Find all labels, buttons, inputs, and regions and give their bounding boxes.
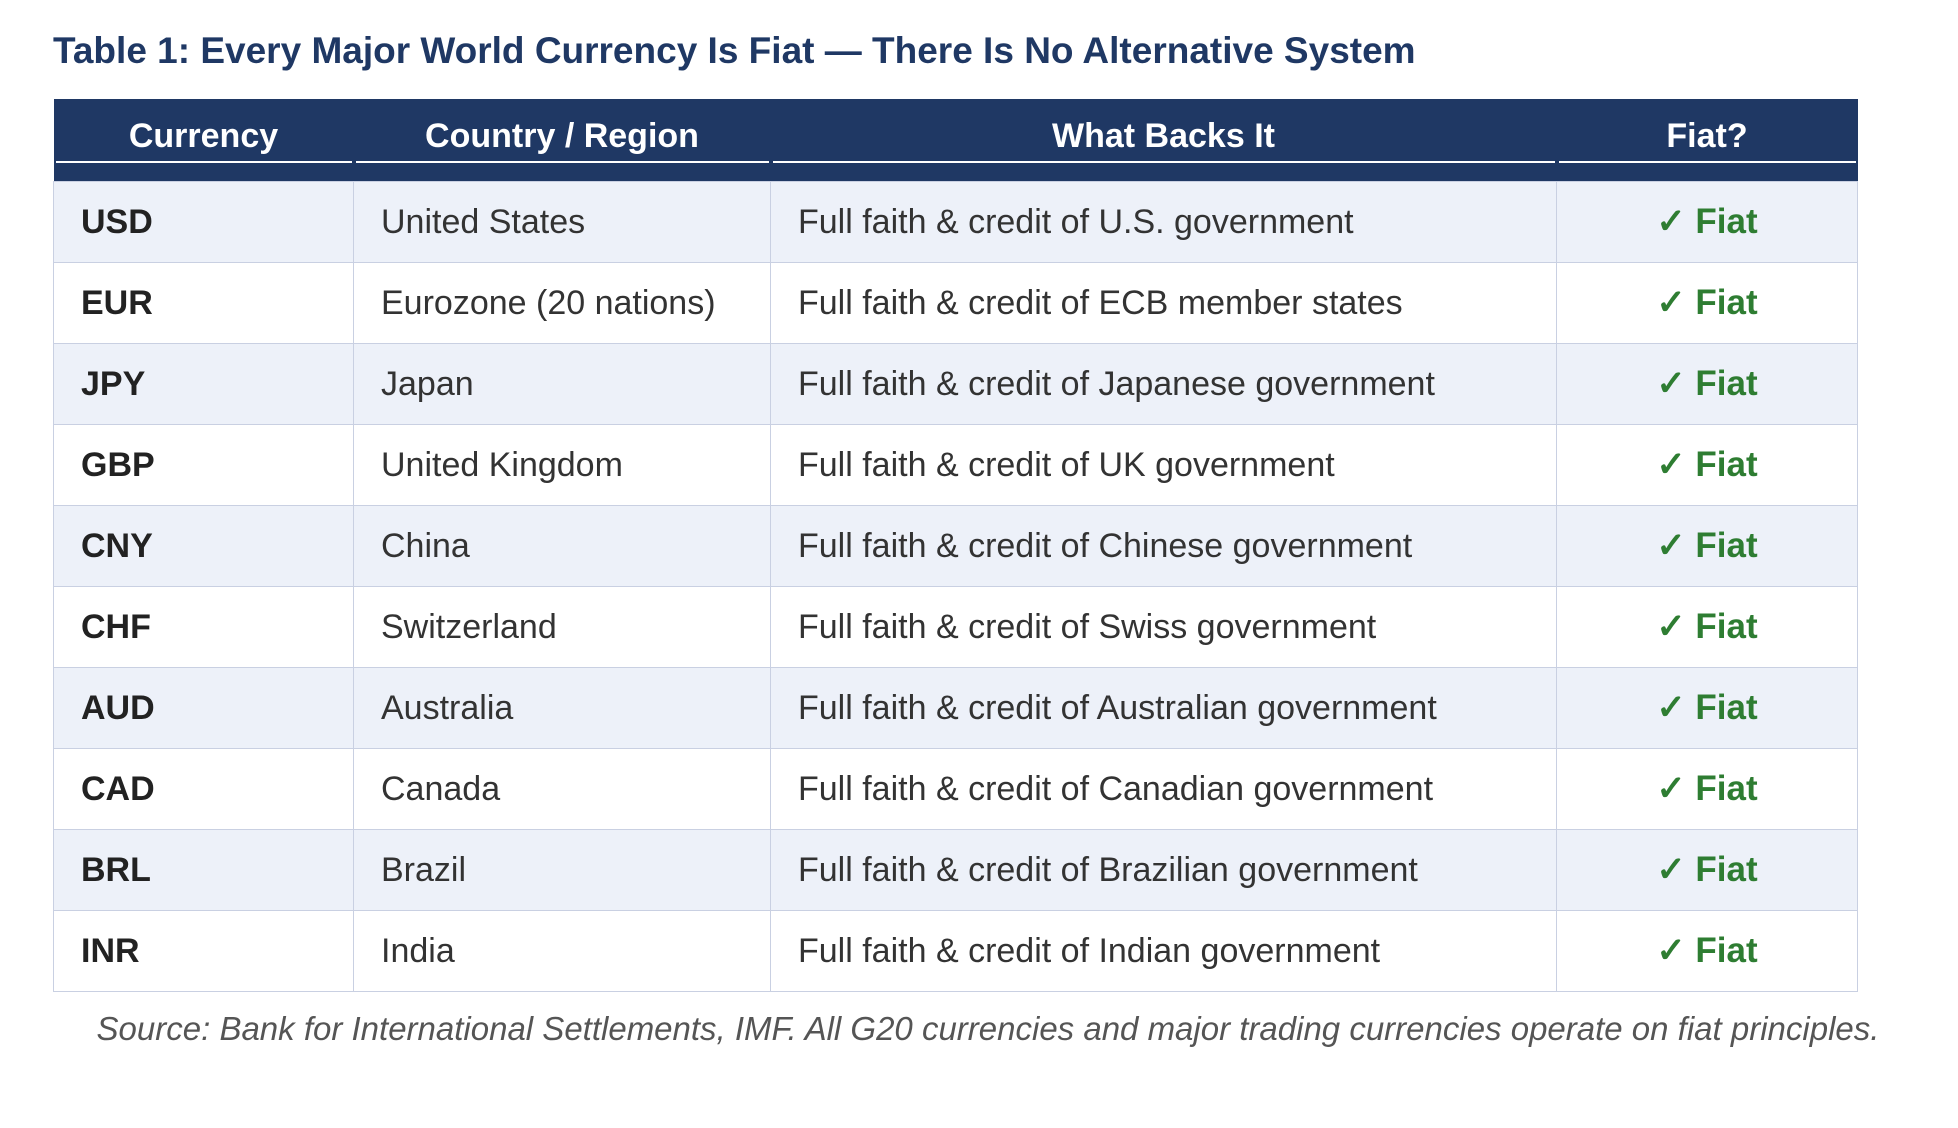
backing: Full faith & credit of Australian govern…: [770, 667, 1557, 749]
column-header: Country / Region: [353, 99, 771, 182]
currency-code: USD: [53, 181, 354, 263]
country-region: Japan: [353, 343, 771, 425]
backing: Full faith & credit of ECB member states: [770, 262, 1557, 344]
table-row: JPY Japan Full faith & credit of Japanese …: [53, 343, 1858, 425]
country-region: Switzerland: [353, 586, 771, 668]
table-row: USD United States Full faith & credit of U…: [53, 181, 1858, 263]
table-row: GBP United Kingdom Full faith & credit of …: [53, 424, 1858, 506]
table-row: EUR Eurozone (20 nations) Full faith & cre…: [53, 262, 1858, 344]
source-note: Source: Bank for International Settlemen…: [96, 1010, 1880, 1047]
currency-table: Currency Country / Region What Backs It Fia…: [53, 99, 1858, 992]
currency-code: GBP: [53, 424, 354, 506]
fiat-status: ✓ Fiat: [1556, 343, 1858, 425]
table-row: CNY China Full faith & credit of Chinese g…: [53, 505, 1858, 587]
backing: Full faith & credit of Chinese governmen…: [770, 505, 1557, 587]
backing: Full faith & credit of U.S. government: [770, 181, 1557, 263]
table-title: Table 1: Every Major World Currency Is F…: [53, 30, 1416, 71]
country-region: United Kingdom: [353, 424, 771, 506]
country-region: Australia: [353, 667, 771, 749]
country-region: Eurozone (20 nations): [353, 262, 771, 344]
header-underline: [55, 161, 352, 163]
currency-code: JPY: [53, 343, 354, 425]
backing: Full faith & credit of Brazilian governm…: [770, 829, 1557, 911]
currency-code: AUD: [53, 667, 354, 749]
column-header: What Backs It: [770, 99, 1557, 182]
table-row: CAD Canada Full faith & credit of Canadian…: [53, 748, 1858, 830]
backing: Full faith & credit of Indian government: [770, 910, 1557, 992]
backing: Full faith & credit of UK government: [770, 424, 1557, 506]
currency-code: CAD: [53, 748, 354, 830]
table-row: CHF Switzerland Full faith & credit of Swi…: [53, 586, 1858, 668]
fiat-status: ✓ Fiat: [1556, 829, 1858, 911]
column-header: Fiat?: [1556, 99, 1858, 182]
currency-code: EUR: [53, 262, 354, 344]
country-region: Canada: [353, 748, 771, 830]
header-row: Currency Country / Region What Backs It Fia…: [53, 99, 1858, 182]
header-label: Fiat?: [1666, 116, 1748, 155]
country-region: United States: [353, 181, 771, 263]
fiat-status: ✓ Fiat: [1556, 424, 1858, 506]
table-row: AUD Australia Full faith & credit of Austr…: [53, 667, 1858, 749]
fiat-status: ✓ Fiat: [1556, 505, 1858, 587]
country-region: China: [353, 505, 771, 587]
column-header: Currency: [53, 99, 354, 182]
header-underline: [1558, 161, 1856, 163]
header-underline: [772, 161, 1555, 163]
fiat-status: ✓ Fiat: [1556, 667, 1858, 749]
table-row: BRL Brazil Full faith & credit of Brazilia…: [53, 829, 1858, 911]
country-region: India: [353, 910, 771, 992]
currency-code: INR: [53, 910, 354, 992]
header-label: Currency: [128, 116, 279, 155]
fiat-status: ✓ Fiat: [1556, 910, 1858, 992]
currency-code: CHF: [53, 586, 354, 668]
backing: Full faith & credit of Japanese governme…: [770, 343, 1557, 425]
backing: Full faith & credit of Canadian governme…: [770, 748, 1557, 830]
table-row: INR India Full faith & credit of Indian go…: [53, 910, 1858, 992]
header-label: What Backs It: [1052, 116, 1275, 155]
table-body: USD United States Full faith & credit of U…: [53, 181, 1858, 992]
fiat-status: ✓ Fiat: [1556, 181, 1858, 263]
header-label: Country / Region: [425, 116, 699, 155]
currency-code: BRL: [53, 829, 354, 911]
currency-code: CNY: [53, 505, 354, 587]
backing: Full faith & credit of Swiss government: [770, 586, 1557, 668]
fiat-status: ✓ Fiat: [1556, 586, 1858, 668]
country-region: Brazil: [353, 829, 771, 911]
fiat-status: ✓ Fiat: [1556, 262, 1858, 344]
header-underline: [355, 161, 769, 163]
fiat-status: ✓ Fiat: [1556, 748, 1858, 830]
